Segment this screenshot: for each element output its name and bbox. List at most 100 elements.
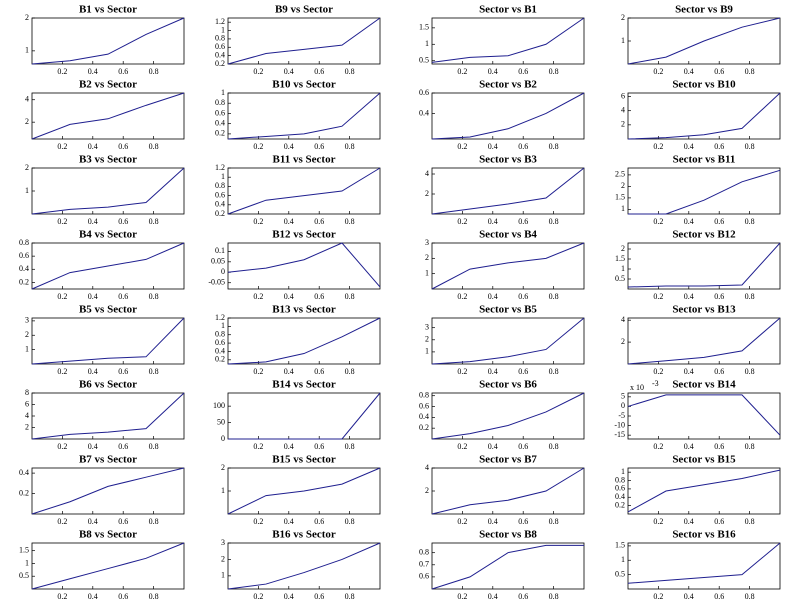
axes-box xyxy=(431,17,585,65)
x-tick-label: 0.6 xyxy=(714,67,724,76)
x-tick-label: 0.6 xyxy=(714,292,724,301)
data-line xyxy=(627,317,781,365)
subplot-title: Sector vs B10 xyxy=(672,79,736,91)
y-tick-label: 0.2 xyxy=(215,209,225,218)
data-line xyxy=(627,17,781,65)
y-tick-label: 0.2 xyxy=(215,355,225,364)
data-line xyxy=(227,242,381,288)
subplot: Sector vs B2 0.2 0.4 0.6 0.8 0.4 0.6 xyxy=(419,79,585,151)
x-tick-label: 0.2 xyxy=(457,367,467,376)
x-tick-label: 0.8 xyxy=(149,367,159,376)
x-tick-label: 0.6 xyxy=(714,592,724,601)
y-tick-label: 6 xyxy=(25,399,29,408)
data-line xyxy=(431,544,584,590)
y-tick-label: 0.4 xyxy=(615,492,625,501)
x-tick-label: 0.8 xyxy=(745,592,755,601)
y-tick-label: 2 xyxy=(25,13,29,22)
subplot-title: B4 vs Sector xyxy=(79,229,137,241)
subplot-title: Sector vs B2 xyxy=(479,79,537,91)
axes-box xyxy=(431,167,585,215)
subplot-title: B7 vs Sector xyxy=(79,454,137,466)
x-tick-label: 0.2 xyxy=(457,442,467,451)
data-line xyxy=(431,92,585,140)
y-tick-label: 0.2 xyxy=(19,277,29,286)
y-tick-label: 2 xyxy=(621,181,625,190)
subplot: B6 vs Sector 0.2 0.4 0.6 0.8 2 4 6 8 xyxy=(25,379,185,451)
x-tick-label: 0.4 xyxy=(284,442,294,451)
data-line xyxy=(431,167,585,215)
subplot-title: Sector vs B13 xyxy=(672,304,736,316)
y-tick-label: 1 xyxy=(621,36,625,45)
x-tick-label: 0.4 xyxy=(88,592,98,601)
subplot-title: Sector vs B12 xyxy=(672,229,736,241)
subplot: Sector vs B7 0.2 0.4 0.6 0.8 2 4 xyxy=(425,454,585,526)
x-tick-label: 0.8 xyxy=(149,517,159,526)
data-line xyxy=(431,392,585,440)
data-line xyxy=(627,542,781,584)
subplot: B3 vs Sector 0.2 0.4 0.6 0.8 1 2 xyxy=(25,154,185,226)
x-tick-label: 0.2 xyxy=(653,367,663,376)
subplot-title: B15 vs Sector xyxy=(272,454,336,466)
x-tick-label: 0.4 xyxy=(284,292,294,301)
data-line xyxy=(627,469,781,513)
x-tick-label: 0.6 xyxy=(118,67,128,76)
x-tick-label: 0.2 xyxy=(457,142,467,151)
subplot: B5 vs Sector 0.2 0.4 0.6 0.8 1 2 3 xyxy=(25,304,185,376)
y-tick-label: 0.6 xyxy=(215,42,225,51)
x-tick-label: 0.8 xyxy=(549,517,559,526)
y-multiplier-exponent: -3 xyxy=(652,379,659,388)
y-tick-label: 4 xyxy=(621,315,625,324)
subplot-title: B2 vs Sector xyxy=(79,79,137,91)
x-tick-label: 0.2 xyxy=(57,217,67,226)
y-tick-label: 0.6 xyxy=(419,572,429,581)
y-tick-label: 0.4 xyxy=(215,346,225,355)
subplot-title: B5 vs Sector xyxy=(79,304,137,316)
axes-box xyxy=(227,317,381,365)
y-tick-label: 0.8 xyxy=(419,548,429,557)
x-tick-label: 0.6 xyxy=(518,67,528,76)
x-tick-label: 0.4 xyxy=(88,367,98,376)
y-tick-label: 0.8 xyxy=(19,238,29,247)
y-tick-label: 1 xyxy=(25,558,29,567)
subplot: Sector vs B11 0.2 0.4 0.6 0.8 1 1.5 2 2.5 xyxy=(615,154,781,226)
y-tick-label: 50 xyxy=(217,417,225,426)
x-tick-label: 0.4 xyxy=(488,142,498,151)
subplot: Sector vs B4 0.2 0.4 0.6 0.8 1 2 3 xyxy=(425,229,585,301)
y-tick-label: 0.7 xyxy=(419,560,429,569)
x-tick-label: 0.6 xyxy=(518,367,528,376)
axes-box xyxy=(227,17,381,65)
y-tick-label: 0.05 xyxy=(211,257,225,266)
x-tick-label: 0.4 xyxy=(488,292,498,301)
axes-box xyxy=(227,92,381,140)
x-tick-label: 0.8 xyxy=(149,592,159,601)
y-tick-label: 4 xyxy=(25,411,29,420)
y-tick-label: 0.6 xyxy=(419,88,429,97)
x-tick-label: 0.4 xyxy=(684,442,694,451)
subplot-title: B14 vs Sector xyxy=(272,379,336,391)
y-tick-label: 1 xyxy=(621,467,625,476)
data-line xyxy=(31,167,185,215)
y-tick-label: 1 xyxy=(25,344,29,353)
axes-box xyxy=(627,392,781,440)
x-tick-label: 0.6 xyxy=(714,442,724,451)
y-tick-label: 1 xyxy=(221,571,225,580)
data-line xyxy=(227,92,381,140)
y-tick-label: 3 xyxy=(425,238,429,247)
subplot-title: B6 vs Sector xyxy=(79,379,137,391)
axes-box xyxy=(627,92,781,140)
x-tick-label: 0.2 xyxy=(457,217,467,226)
y-tick-label: 0.4 xyxy=(19,264,29,273)
y-tick-label: 2 xyxy=(425,335,429,344)
subplot-title: B10 vs Sector xyxy=(272,79,336,91)
y-tick-label: 2 xyxy=(425,189,429,198)
x-tick-label: 0.8 xyxy=(345,367,355,376)
x-tick-label: 0.6 xyxy=(714,517,724,526)
x-tick-label: 0.8 xyxy=(345,292,355,301)
x-tick-label: 0.2 xyxy=(253,517,263,526)
axes-box xyxy=(431,92,585,140)
x-tick-label: 0.6 xyxy=(314,367,324,376)
x-tick-label: 0.6 xyxy=(314,67,324,76)
subplot-title: Sector vs B11 xyxy=(673,154,736,166)
